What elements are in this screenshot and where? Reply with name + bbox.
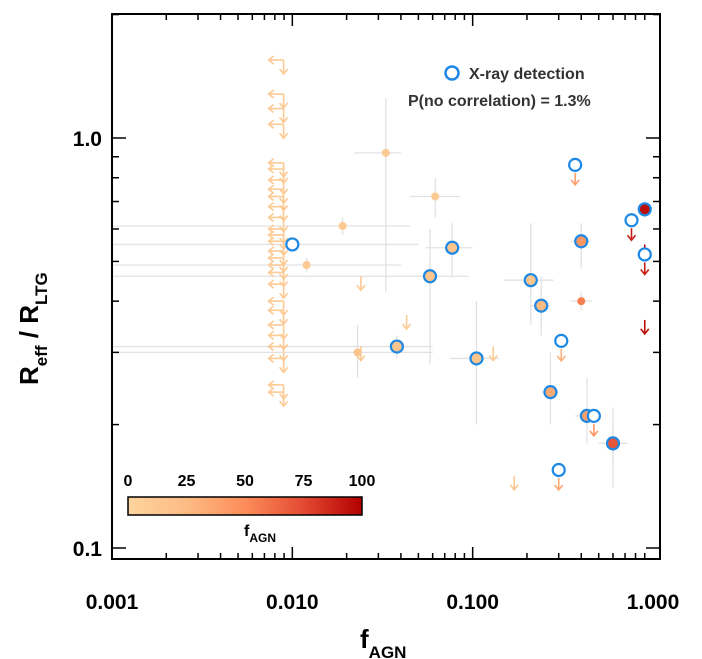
detection-point [431, 192, 440, 201]
xray-detection-point [523, 273, 538, 288]
x-axis-title: fAGN [360, 624, 406, 659]
error-bar-layer [112, 98, 649, 489]
x-upper-limit-arrow [267, 224, 289, 245]
x-upper-limit-arrow [267, 175, 289, 196]
x-tick-label: 0.010 [266, 591, 319, 614]
xray-upper-limit [554, 333, 569, 363]
xray-upper-limit [637, 247, 652, 276]
xray-upper-limit [551, 462, 566, 492]
x-upper-limit-arrow [267, 103, 289, 124]
colorbar-tick-label: 0 [124, 473, 133, 490]
xray-detection-point [445, 240, 460, 255]
y-axis-title: Reff / RLTG [14, 272, 51, 385]
xray-upper-limit [624, 213, 639, 242]
xray-upper-limit [568, 157, 583, 187]
y-upper-limit-arrow [401, 315, 412, 331]
colorbar-tick-label: 50 [236, 473, 254, 490]
xray-upper-limit [586, 408, 601, 438]
marks-layer [267, 55, 652, 492]
x-upper-limit-arrow [267, 119, 289, 140]
legend-xray-marker [444, 65, 460, 81]
tick-labels: 0.001 0.010 0.100 1.000 0.1 1.0 [73, 128, 679, 614]
x-tick-label: 1.000 [627, 591, 680, 614]
xray-detection-point [422, 269, 438, 284]
colorbar-tick-label: 75 [295, 473, 313, 490]
colorbar-title: fAGN [244, 523, 276, 545]
y-upper-limit-arrow [640, 319, 650, 336]
legend-stat-label: P(no correlation) = 1.3% [408, 93, 591, 110]
x-upper-limit-arrow [267, 353, 289, 374]
colorbar: 0 25 50 75 100 fAGN [124, 473, 376, 545]
xray-detection-point [285, 237, 300, 252]
detection-point [338, 222, 347, 231]
detection-point [381, 148, 390, 157]
axis-ticks [111, 13, 660, 559]
colorbar-tick-label: 100 [349, 473, 376, 490]
y-upper-limit-arrow [509, 475, 519, 492]
legend: X-ray detection P(no correlation) = 1.3% [408, 65, 591, 110]
detection-point [302, 261, 311, 270]
xray-detection-point [534, 298, 549, 313]
legend-xray-label: X-ray detection [469, 66, 585, 83]
xray-detection-point [605, 436, 621, 451]
x-upper-limit-arrow [267, 158, 289, 179]
x-upper-limit-arrow [267, 279, 289, 300]
detection-point [353, 348, 362, 357]
plot-frame [111, 13, 661, 560]
xray-detection-point [637, 202, 652, 217]
xray-detection-point [469, 351, 484, 366]
colorbar-gradient [127, 496, 363, 516]
x-tick-label: 0.001 [86, 591, 139, 614]
y-upper-limit-arrow [356, 276, 366, 292]
x-tick-label: 0.100 [446, 591, 499, 614]
x-upper-limit-arrow [267, 387, 289, 408]
y-upper-limit-arrow [488, 346, 498, 362]
xray-detection-point [574, 234, 589, 249]
x-upper-limit-arrow [267, 55, 289, 76]
y-tick-label: 0.1 [73, 538, 103, 561]
detection-point [577, 297, 586, 306]
x-upper-limit-arrow [267, 305, 289, 326]
y-tick-label: 1.0 [73, 128, 102, 151]
x-upper-limit-arrow [267, 230, 289, 251]
xray-detection-point [543, 385, 558, 400]
colorbar-tick-label: 25 [178, 473, 196, 490]
xray-detection-point [389, 339, 404, 354]
